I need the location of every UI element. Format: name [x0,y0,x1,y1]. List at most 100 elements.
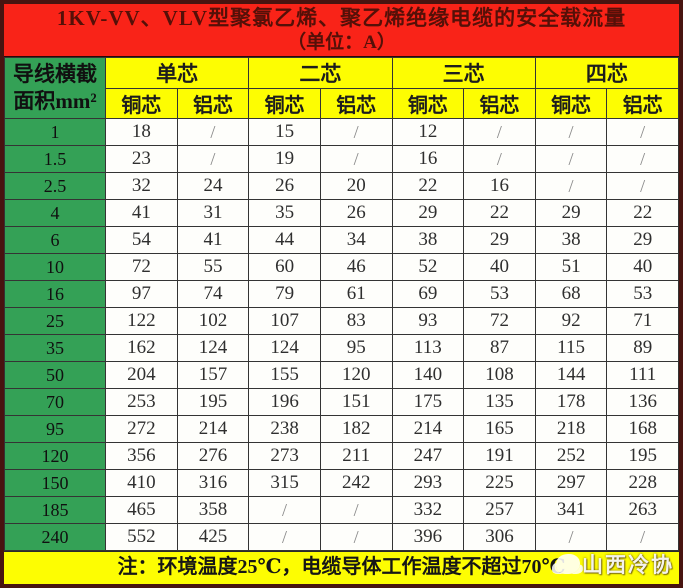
value-cell: 157 [176,361,250,389]
title-line1: 1KV-VV、VLV型聚氯乙烯、聚乙烯绝缘电缆的安全载流量 [56,6,627,30]
value-cell: 53 [606,280,679,308]
value-cell: / [606,145,679,173]
value-cell: 108 [463,361,536,389]
column-group-header: 三芯 [391,57,536,89]
value-cell: 228 [606,469,679,497]
table-row: 95 272 214 238 182 214 165 218 168 [4,415,679,443]
table-row: 4 41 31 35 26 29 22 29 22 [4,199,679,227]
value-cell: / [319,145,393,173]
value-cell: 247 [391,442,465,470]
value-cell: / [176,118,250,146]
value-cell: 35 [248,199,321,227]
value-cell: / [534,172,608,200]
value-cell: 26 [319,199,393,227]
footer-note: 注：环境温度25℃，电缆导体工作温度不超过70℃ [4,551,679,584]
value-cell: 87 [463,334,536,362]
value-cell: 29 [391,199,465,227]
value-cell: 12 [391,118,465,146]
size-cell: 240 [4,523,106,551]
size-cell: 120 [4,442,106,470]
table-row: 185 465 358//332 257 341 263 [4,496,679,524]
corner-line1: 导线横截 [13,61,97,86]
value-cell: 32 [105,172,178,200]
value-cell: 332 [391,496,465,524]
value-cell: 72 [463,307,536,335]
subcolumn-header: 铜芯 [105,88,178,119]
table-row: 1 18/15/12// / [4,118,679,146]
value-cell: 18 [105,118,178,146]
value-cell: 122 [105,307,178,335]
value-cell: / [534,523,608,551]
value-cell: 29 [463,226,536,254]
value-cell: 22 [606,199,679,227]
value-cell: 297 [534,469,608,497]
size-cell: 35 [4,334,106,362]
column-group-header: 二芯 [248,57,393,89]
value-cell: 44 [248,226,321,254]
value-cell: 195 [606,442,679,470]
table-row: 120 356 276 273 211 247 191 252 195 [4,442,679,470]
value-cell: 195 [176,388,250,416]
value-cell: 38 [391,226,465,254]
value-cell: 29 [606,226,679,254]
value-cell: / [534,145,608,173]
value-cell: 69 [391,280,465,308]
value-cell: 218 [534,415,608,443]
value-cell: 26 [248,172,321,200]
table-row: 35 162 124 124 95 113 87 115 89 [4,334,679,362]
value-cell: 20 [319,172,393,200]
table-row: 1.5 23/19/16// / [4,145,679,173]
value-cell: 204 [105,361,178,389]
value-cell: 225 [463,469,536,497]
value-cell: 107 [248,307,321,335]
value-cell: 115 [534,334,608,362]
value-cell: 16 [463,172,536,200]
value-cell: 120 [319,361,393,389]
value-cell: 53 [463,280,536,308]
value-cell: / [319,523,393,551]
value-cell: / [606,523,679,551]
value-cell: 140 [391,361,465,389]
value-cell: 124 [176,334,250,362]
size-cell: 50 [4,361,106,389]
value-cell: 41 [105,199,178,227]
table-row: 150 410 316 315 242 293 225 297 228 [4,469,679,497]
table-row: 70 253 195 196 151 175 135 178 136 [4,388,679,416]
value-cell: 257 [463,496,536,524]
value-cell: 68 [534,280,608,308]
value-cell: 24 [176,172,250,200]
value-cell: 306 [463,523,536,551]
value-cell: / [319,496,393,524]
subcolumn-header: 铝芯 [463,88,536,119]
value-cell: 272 [105,415,178,443]
value-cell: 97 [105,280,178,308]
value-cell: 214 [391,415,465,443]
size-cell: 70 [4,388,106,416]
value-cell: 61 [319,280,393,308]
table-header: 导线横截 面积mm² 单芯 二芯 三芯 四芯 铜芯 铝芯 铜芯 铝芯 铜芯 铝芯 铜芯 铝芯 [4,57,679,119]
value-cell: 102 [176,307,250,335]
value-cell: 358 [176,496,250,524]
value-cell: 410 [105,469,178,497]
value-cell: 293 [391,469,465,497]
table-row: 10 72 55 60 46 52 40 51 40 [4,253,679,281]
value-cell: 54 [105,226,178,254]
value-cell: 79 [248,280,321,308]
size-cell: 1.5 [4,145,106,173]
value-cell: 23 [105,145,178,173]
table-title: 1KV-VV、VLV型聚氯乙烯、聚乙烯绝缘电缆的安全载流量 （单位：A） [4,4,679,57]
subcolumn-header: 铜芯 [534,88,608,119]
size-cell: 16 [4,280,106,308]
value-cell: 22 [391,172,465,200]
value-cell: 214 [176,415,250,443]
group-header-row: 导线横截 面积mm² 单芯 二芯 三芯 四芯 [4,57,679,119]
value-cell: 165 [463,415,536,443]
value-cell: 168 [606,415,679,443]
value-cell: 136 [606,388,679,416]
value-cell: / [463,118,536,146]
value-cell: 46 [319,253,393,281]
value-cell: 155 [248,361,321,389]
size-cell: 4 [4,199,106,227]
table-body: 1 18/15/12///1.5 23/19/16///2.5 32 24 26 20 22 1… [4,118,679,551]
